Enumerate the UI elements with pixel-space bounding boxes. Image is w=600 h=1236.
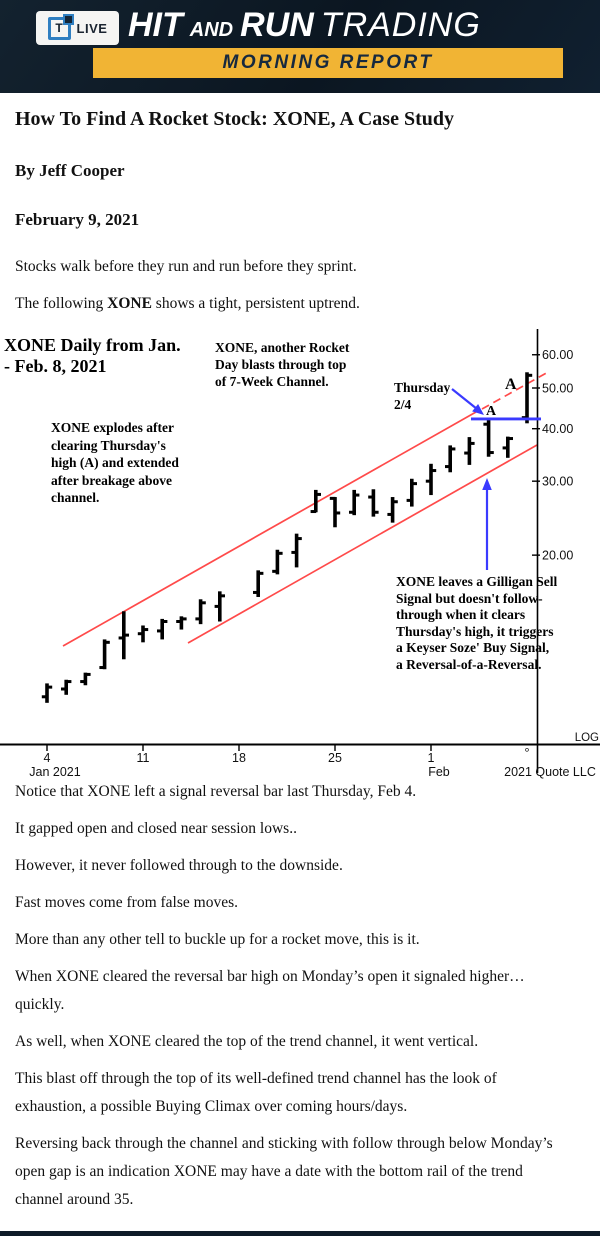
paragraph: As well, when XONE cleared the top of th… <box>15 1033 479 1050</box>
xone-daily-chart: 60.00 50.00 40.00 30.00 20.00 4 Jan 2021 11 18 25… <box>0 327 600 782</box>
brand-title: HIT AND RUN TRADING <box>128 6 481 45</box>
paragraph: More than any other tell to buckle up fo… <box>15 931 420 948</box>
channel-upper-line <box>62 411 477 647</box>
morning-report-banner: MORNING REPORT <box>93 48 563 78</box>
rocket-day-note: XONE, another Rocket Day blasts through … <box>215 340 350 389</box>
price-tick-label: 60.00 <box>542 348 573 362</box>
thursday-arrow <box>451 388 478 410</box>
watermark-mark: ° <box>524 745 529 760</box>
channel-lower-line <box>187 444 538 644</box>
watermark: 2021 Quote LLC <box>504 765 596 779</box>
price-tick-label: 40.00 <box>542 422 573 436</box>
paragraph: Stocks walk before they run and run befo… <box>15 258 357 275</box>
brand-word-and: AND <box>189 19 234 41</box>
price-tick-label: 30.00 <box>542 475 573 489</box>
header-banner: T LIVE HIT AND RUN TRADING MORNING REPOR… <box>0 0 600 93</box>
paragraph: This blast off through the top of its we… <box>15 1070 497 1115</box>
price-tick-label: 20.00 <box>542 549 573 563</box>
time-tick-sublabel: Feb <box>428 765 450 779</box>
paragraph: Notice that XONE left a signal reversal … <box>15 783 417 800</box>
t3live-logo[interactable]: T LIVE <box>36 11 119 45</box>
paragraph: However, it never followed through to th… <box>15 857 343 874</box>
paragraph: Fast moves come from false moves. <box>15 894 238 911</box>
time-tick-label: 1 <box>428 751 435 765</box>
time-tick-label: 11 <box>137 751 150 765</box>
chart-title: XONE Daily from Jan. - Feb. 8, 2021 <box>4 335 181 376</box>
time-tick-label: 18 <box>232 751 246 765</box>
paragraph: Reversing back through the channel and s… <box>15 1135 553 1208</box>
paragraph: It gapped open and closed near session l… <box>15 820 297 837</box>
price-tick-label: 50.00 <box>542 382 573 396</box>
article-date: February 9, 2021 <box>15 210 140 229</box>
point-label-a: A <box>505 376 517 393</box>
log-scale-label: LOG <box>575 732 599 744</box>
gilligan-arrow-head <box>482 478 492 490</box>
byline: By Jeff Cooper <box>15 161 125 180</box>
t3-icon: T <box>47 13 74 40</box>
paragraph: When XONE cleared the reversal bar high … <box>15 968 525 1013</box>
article-intro: Stocks walk before they run and run befo… <box>15 253 585 318</box>
article: How To Find A Rocket Stock: XONE, A Case… <box>0 93 600 1214</box>
page-title: How To Find A Rocket Stock: XONE, A Case… <box>15 108 454 130</box>
brand-word-run: RUN <box>240 6 314 44</box>
time-tick-label: 4 <box>44 751 51 765</box>
brand-word-trading: TRADING <box>320 6 481 44</box>
brand-word-hit: HIT <box>128 6 183 44</box>
gilligan-note: XONE leaves a Gilligan Sell Signal but d… <box>396 574 558 672</box>
morning-report-label: MORNING REPORT <box>222 52 434 73</box>
article-body: Notice that XONE left a signal reversal … <box>15 778 585 1214</box>
time-tick-label: 25 <box>328 751 342 765</box>
time-tick-sublabel: Jan 2021 <box>29 765 80 779</box>
thursday-arrow-head <box>472 404 484 415</box>
explode-note: XONE explodes after clearing Thursday's … <box>51 420 179 505</box>
paragraph: The following XONE shows a tight, persis… <box>15 295 360 312</box>
logo-live-label: LIVE <box>76 20 108 36</box>
point-label-a: A <box>486 404 497 419</box>
thursday-note: Thursday 2/4 <box>394 380 451 412</box>
footer-strip <box>0 1231 600 1236</box>
